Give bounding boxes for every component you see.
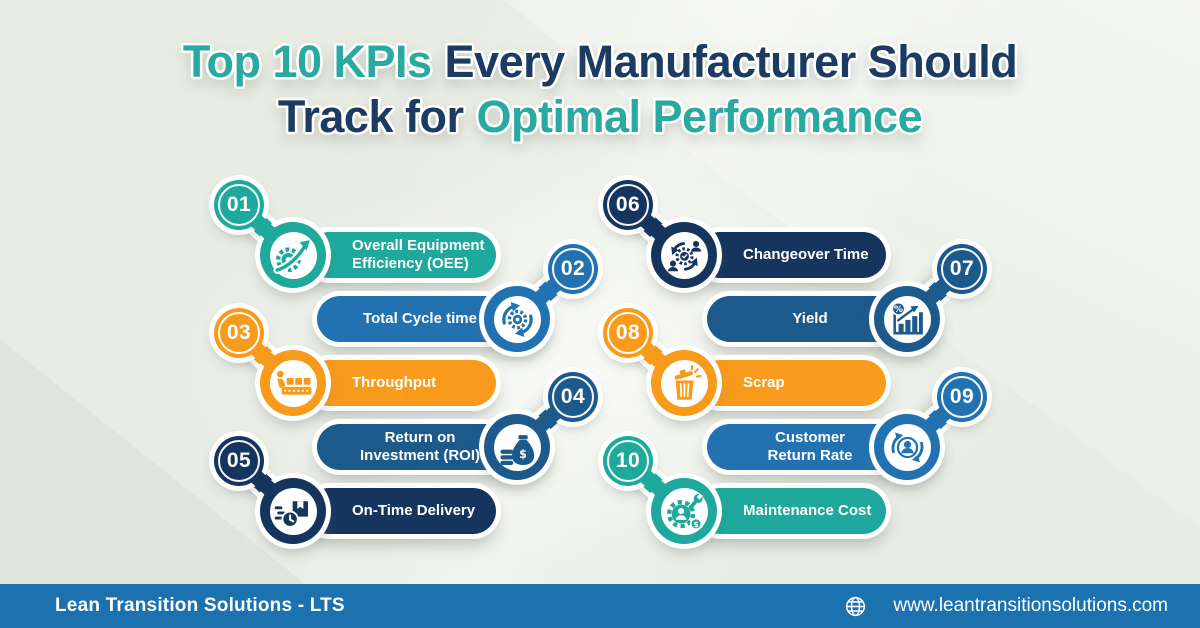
- kpi-label: On-Time Delivery: [352, 501, 476, 519]
- kpi-number: 10: [615, 449, 641, 472]
- title-highlight-2: Optimal Performance: [476, 91, 923, 142]
- company-name: Lean Transition Solutions - LTS: [55, 595, 345, 616]
- kpi-pill: Overall Equipment Efficiency (OEE): [306, 232, 496, 278]
- kpi-label: Throughput: [352, 373, 437, 391]
- kpi-pill: Changeover Time: [697, 232, 886, 278]
- kpi-number: 08: [615, 321, 641, 344]
- svg-text:$: $: [519, 448, 527, 461]
- kpi-label: Overall Equipment Efficiency (OEE): [352, 236, 485, 272]
- footer-bar: Lean Transition Solutions - LTS www.lean…: [0, 584, 1200, 628]
- kpi-pill: On-Time Delivery: [306, 488, 496, 534]
- kpi-number: 04: [560, 385, 586, 408]
- kpi-number: 03: [226, 321, 252, 344]
- title-line-2: Track for Optimal Performance: [0, 89, 1200, 144]
- kpi-number: 07: [949, 257, 975, 280]
- title-text-1: Every Manufacturer Should: [444, 36, 1018, 87]
- kpi-number: 05: [226, 449, 252, 472]
- kpi-number: 09: [949, 385, 975, 408]
- svg-text:$: $: [693, 519, 698, 528]
- kpi-number: 01: [226, 193, 252, 216]
- title-line-1: Top 10 KPIs Every Manufacturer Should: [0, 34, 1200, 89]
- website-group: www.leantransitionsolutions.com: [844, 595, 1168, 618]
- website-url: www.leantransitionsolutions.com: [893, 595, 1168, 616]
- title-highlight-1: Top 10 KPIs: [182, 36, 432, 87]
- title-text-2: Track for: [277, 91, 464, 142]
- kpi-pill: Throughput: [306, 360, 496, 406]
- page-title: Top 10 KPIs Every Manufacturer Should Tra…: [0, 34, 1200, 144]
- svg-text:%: %: [894, 305, 903, 315]
- kpi-label: Maintenance Cost: [743, 501, 872, 519]
- kpi-label: Scrap: [743, 373, 785, 391]
- kpi-label: Changeover Time: [743, 245, 869, 263]
- kpi-pill: Scrap: [697, 360, 886, 406]
- kpi-pill: Maintenance Cost: [697, 488, 886, 534]
- kpi-number: 06: [615, 193, 641, 216]
- globe-icon: [846, 596, 866, 616]
- kpi-number: 02: [560, 257, 586, 280]
